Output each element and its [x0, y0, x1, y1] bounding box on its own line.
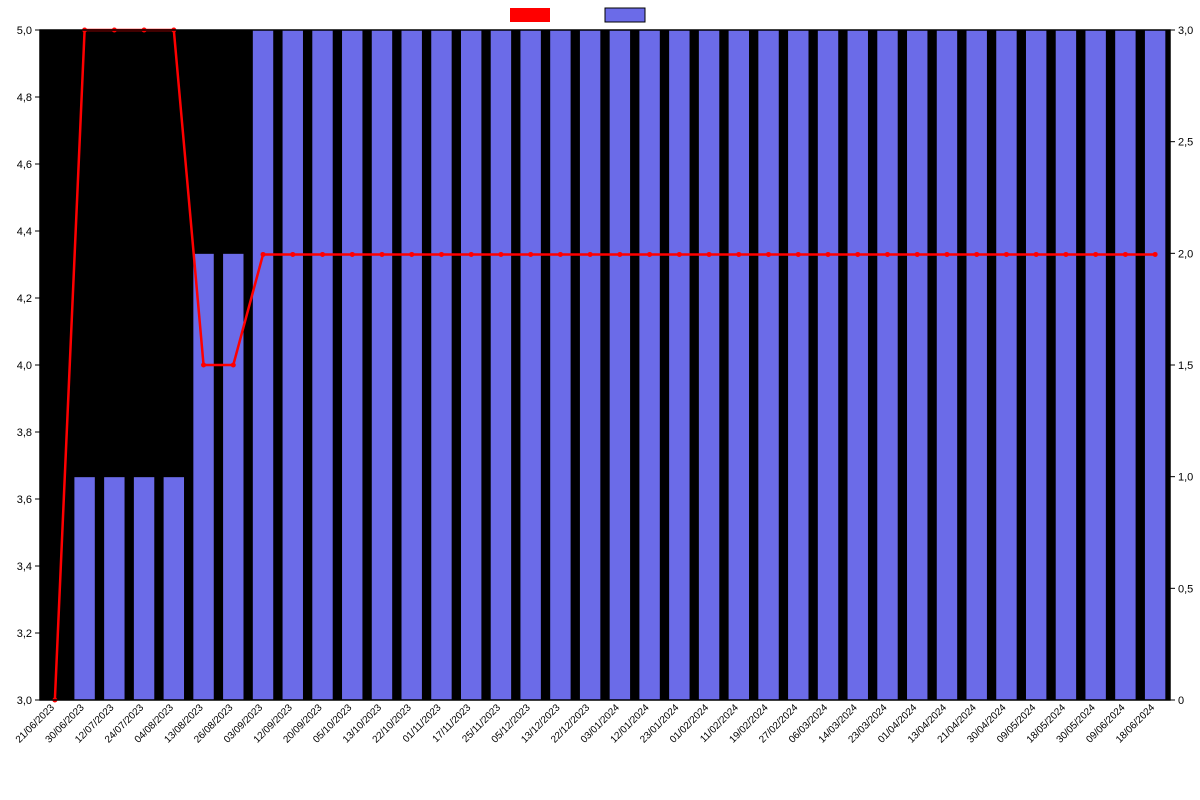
ytick-left-label: 5,0: [17, 25, 32, 37]
line-marker: [1034, 252, 1039, 257]
line-marker: [290, 252, 295, 257]
line-marker: [915, 252, 920, 257]
ytick-left-label: 4,8: [17, 92, 32, 104]
bar: [312, 30, 333, 700]
line-marker: [379, 252, 384, 257]
line-marker: [439, 252, 444, 257]
bar: [579, 30, 600, 700]
bar: [728, 30, 749, 700]
line-marker: [677, 252, 682, 257]
bar: [847, 30, 868, 700]
line-marker: [558, 252, 563, 257]
line-marker: [498, 252, 503, 257]
bar: [1115, 30, 1136, 700]
legend: [510, 8, 645, 22]
bar: [193, 253, 214, 700]
line-marker: [1153, 252, 1158, 257]
chart-svg: 3,0 3,2 3,4 3,6 3,8 4,0 4,2 4,4 4,6 4,8 5,0 0 0,5 1,0…: [0, 0, 1200, 800]
bar: [550, 30, 571, 700]
ytick-left-label: 4,2: [17, 293, 32, 305]
line-marker: [350, 252, 355, 257]
bar: [817, 30, 838, 700]
ytick-left-label: 4,4: [17, 226, 32, 238]
ytick-right-label: 0: [1178, 695, 1184, 707]
bar: [133, 477, 154, 700]
line-marker: [231, 363, 236, 368]
bar: [877, 30, 898, 700]
ytick-right-label: 3,0: [1178, 25, 1193, 37]
bar: [1085, 30, 1106, 700]
ytick-left-label: 3,6: [17, 494, 32, 506]
line-marker: [1063, 252, 1068, 257]
line-marker: [885, 252, 890, 257]
line-marker: [617, 252, 622, 257]
line-marker: [796, 252, 801, 257]
bar: [907, 30, 928, 700]
legend-swatch-line: [510, 8, 550, 22]
line-marker: [320, 252, 325, 257]
bar: [74, 477, 95, 700]
ytick-left-label: 4,0: [17, 360, 32, 372]
ytick-left-label: 3,0: [17, 695, 32, 707]
bar: [252, 30, 273, 700]
bar: [758, 30, 779, 700]
bar: [223, 253, 244, 700]
bar: [520, 30, 541, 700]
bar: [639, 30, 660, 700]
ytick-right-label: 0,5: [1178, 583, 1193, 595]
bar: [342, 30, 363, 700]
bar: [490, 30, 511, 700]
bar: [1055, 30, 1076, 700]
line-marker: [261, 252, 266, 257]
line-marker: [201, 363, 206, 368]
bar: [698, 30, 719, 700]
line-marker: [766, 252, 771, 257]
line-marker: [588, 252, 593, 257]
line-marker: [974, 252, 979, 257]
bar: [460, 30, 481, 700]
bar: [966, 30, 987, 700]
line-marker: [1093, 252, 1098, 257]
ytick-right-label: 2,5: [1178, 137, 1193, 149]
line-marker: [826, 252, 831, 257]
bar: [609, 30, 630, 700]
line-marker: [707, 252, 712, 257]
line-marker: [944, 252, 949, 257]
bar: [104, 477, 125, 700]
bar: [431, 30, 452, 700]
bar: [371, 30, 392, 700]
ytick-left-label: 3,8: [17, 427, 32, 439]
ytick-right-label: 1,5: [1178, 360, 1193, 372]
bar: [1144, 30, 1165, 700]
ytick-left-label: 3,2: [17, 628, 32, 640]
bar: [282, 30, 303, 700]
ytick-right-label: 2,0: [1178, 248, 1193, 260]
bar: [996, 30, 1017, 700]
bar: [788, 30, 809, 700]
bar: [401, 30, 422, 700]
bar: [163, 477, 184, 700]
line-marker: [409, 252, 414, 257]
chart-container: 3,0 3,2 3,4 3,6 3,8 4,0 4,2 4,4 4,6 4,8 5,0 0 0,5 1,0…: [0, 0, 1200, 800]
line-marker: [528, 252, 533, 257]
ytick-left-label: 4,6: [17, 159, 32, 171]
line-marker: [855, 252, 860, 257]
line-marker: [469, 252, 474, 257]
line-marker: [1123, 252, 1128, 257]
ytick-right-label: 1,0: [1178, 472, 1193, 484]
line-marker: [736, 252, 741, 257]
bar: [669, 30, 690, 700]
ytick-left-label: 3,4: [17, 561, 32, 573]
bar: [1025, 30, 1046, 700]
bar: [936, 30, 957, 700]
line-marker: [1004, 252, 1009, 257]
legend-swatch-bar: [605, 8, 645, 22]
line-marker: [647, 252, 652, 257]
